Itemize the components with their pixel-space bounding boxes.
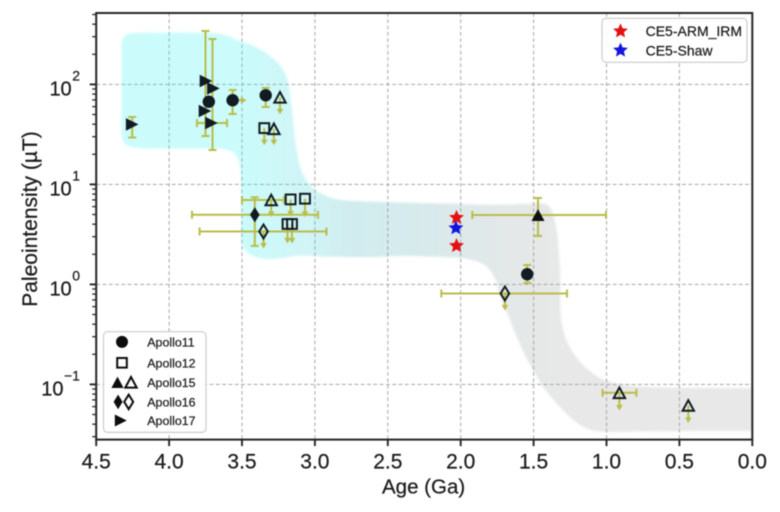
- svg-text:CE5-ARM_IRM: CE5-ARM_IRM: [646, 23, 742, 39]
- svg-text:10: 10: [49, 278, 71, 300]
- svg-text:1: 1: [72, 167, 80, 183]
- svg-text:3.0: 3.0: [300, 451, 329, 474]
- svg-text:0.0: 0.0: [738, 451, 767, 474]
- svg-text:10: 10: [41, 378, 63, 400]
- svg-text:4.5: 4.5: [82, 451, 111, 474]
- svg-text:Apollo11: Apollo11: [147, 336, 194, 350]
- svg-text:3.5: 3.5: [227, 451, 256, 474]
- svg-text:1.0: 1.0: [592, 451, 621, 474]
- svg-text:−1: −1: [64, 367, 80, 383]
- svg-text:Apollo17: Apollo17: [147, 414, 195, 428]
- svg-text:0: 0: [72, 267, 80, 283]
- svg-text:2.0: 2.0: [446, 451, 475, 474]
- svg-text:2: 2: [72, 67, 80, 83]
- svg-text:Apollo12: Apollo12: [147, 356, 195, 370]
- svg-text:Paleointensity (µT): Paleointensity (µT): [19, 131, 42, 307]
- svg-text:1.5: 1.5: [519, 451, 548, 474]
- svg-text:Apollo15: Apollo15: [147, 376, 195, 390]
- svg-text:10: 10: [49, 178, 71, 200]
- svg-text:Age (Ga): Age (Ga): [382, 475, 465, 498]
- svg-text:Apollo16: Apollo16: [147, 396, 195, 410]
- svg-text:CE5-Shaw: CE5-Shaw: [646, 42, 714, 58]
- svg-text:0.5: 0.5: [665, 451, 694, 474]
- svg-text:2.5: 2.5: [373, 451, 402, 474]
- svg-text:10: 10: [49, 78, 71, 100]
- svg-text:4.0: 4.0: [154, 451, 183, 474]
